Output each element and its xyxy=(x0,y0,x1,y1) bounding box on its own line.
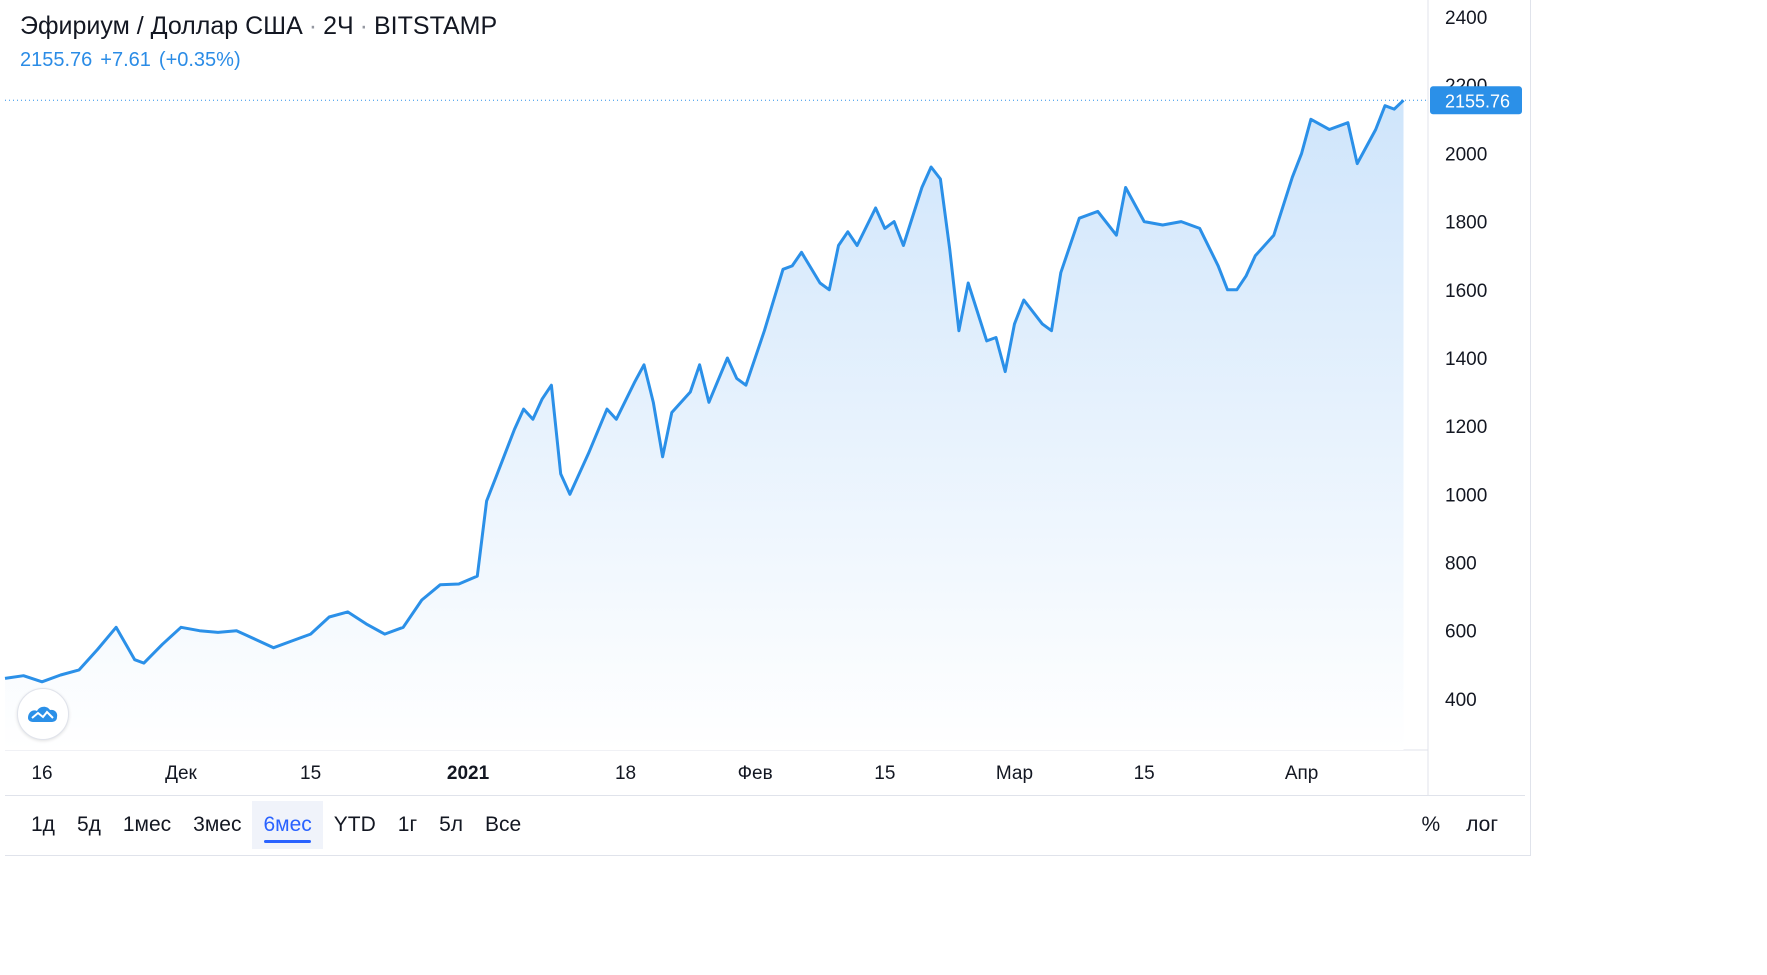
y-tick-label: 1000 xyxy=(1445,485,1487,506)
interval-label[interactable]: 2Ч xyxy=(323,12,354,40)
tradingview-logo[interactable] xyxy=(17,688,69,740)
price-line xyxy=(4,99,1405,684)
price-axis[interactable]: 4006008001000120014001600180020002200240… xyxy=(1427,0,1487,795)
y-tick-label: 1400 xyxy=(1445,349,1487,370)
legend-values: 2155.76 +7.61 (+0.35%) xyxy=(20,49,497,72)
symbol-name[interactable]: Эфириум / Доллар США xyxy=(20,12,303,40)
last-price-label: 2155.76 xyxy=(1430,86,1522,115)
range-button-3[interactable]: 3мес xyxy=(193,813,242,836)
x-tick-label: 16 xyxy=(31,763,52,784)
x-tick-label: 15 xyxy=(300,763,321,784)
range-button-0[interactable]: 1д xyxy=(31,813,55,836)
range-button-2[interactable]: 1мес xyxy=(122,813,172,836)
price-area xyxy=(5,100,1404,751)
legend-title: Эфириум / Доллар США · 2Ч · BITSTAMP xyxy=(20,12,498,40)
y-tick-label: 1800 xyxy=(1445,213,1487,234)
legend-change-pct: (+0.35%) xyxy=(158,49,241,71)
log-scale-button[interactable]: лог xyxy=(1466,813,1498,836)
y-tick-label: 2400 xyxy=(1445,8,1487,29)
range-button-4[interactable]: 6мес xyxy=(252,801,323,849)
y-tick-label: 400 xyxy=(1445,690,1477,711)
price-chart[interactable]: 4006008001000120014001600180020002200240… xyxy=(0,0,1535,795)
time-axis[interactable]: 16 Дек 15 2021 18 Фев 15 Мар 15 Апр xyxy=(5,749,1428,784)
scale-controls: % лог xyxy=(1408,796,1511,854)
exchange-label: BITSTAMP xyxy=(374,12,498,40)
percent-scale-button[interactable]: % xyxy=(1421,813,1441,836)
x-tick-label: 15 xyxy=(874,763,895,784)
y-tick-label: 1200 xyxy=(1445,417,1487,438)
range-button-8[interactable]: Все xyxy=(485,813,522,836)
x-tick-label: 18 xyxy=(615,763,636,784)
chart-legend: Эфириум / Доллар США · 2Ч · BITSTAMP 2155.76… xyxy=(20,12,497,72)
x-tick-label: Фев xyxy=(738,763,773,784)
x-tick-label: 2021 xyxy=(447,763,490,784)
x-tick-label: Апр xyxy=(1285,763,1319,784)
y-tick-label: 800 xyxy=(1445,554,1477,575)
legend-change: +7.61 xyxy=(100,49,151,71)
x-tick-label: 15 xyxy=(1134,763,1155,784)
y-tick-label: 2000 xyxy=(1445,144,1487,165)
legend-price: 2155.76 xyxy=(20,49,93,71)
y-tick-label: 600 xyxy=(1445,622,1477,643)
x-tick-label: Мар xyxy=(996,763,1033,784)
last-price-text: 2155.76 xyxy=(1445,91,1510,111)
y-tick-label: 1600 xyxy=(1445,281,1487,302)
range-selector: 1д 5д 1мес 3мес 6мес YTD 1г 5л Все % лог xyxy=(5,795,1525,854)
range-button-1[interactable]: 5д xyxy=(76,813,101,836)
x-tick-label: Дек xyxy=(165,763,197,784)
range-button-7[interactable]: 5л xyxy=(439,813,464,836)
range-button-5[interactable]: YTD xyxy=(333,813,376,836)
tradingview-logo-icon xyxy=(28,706,58,722)
range-button-6[interactable]: 1г xyxy=(397,813,418,836)
